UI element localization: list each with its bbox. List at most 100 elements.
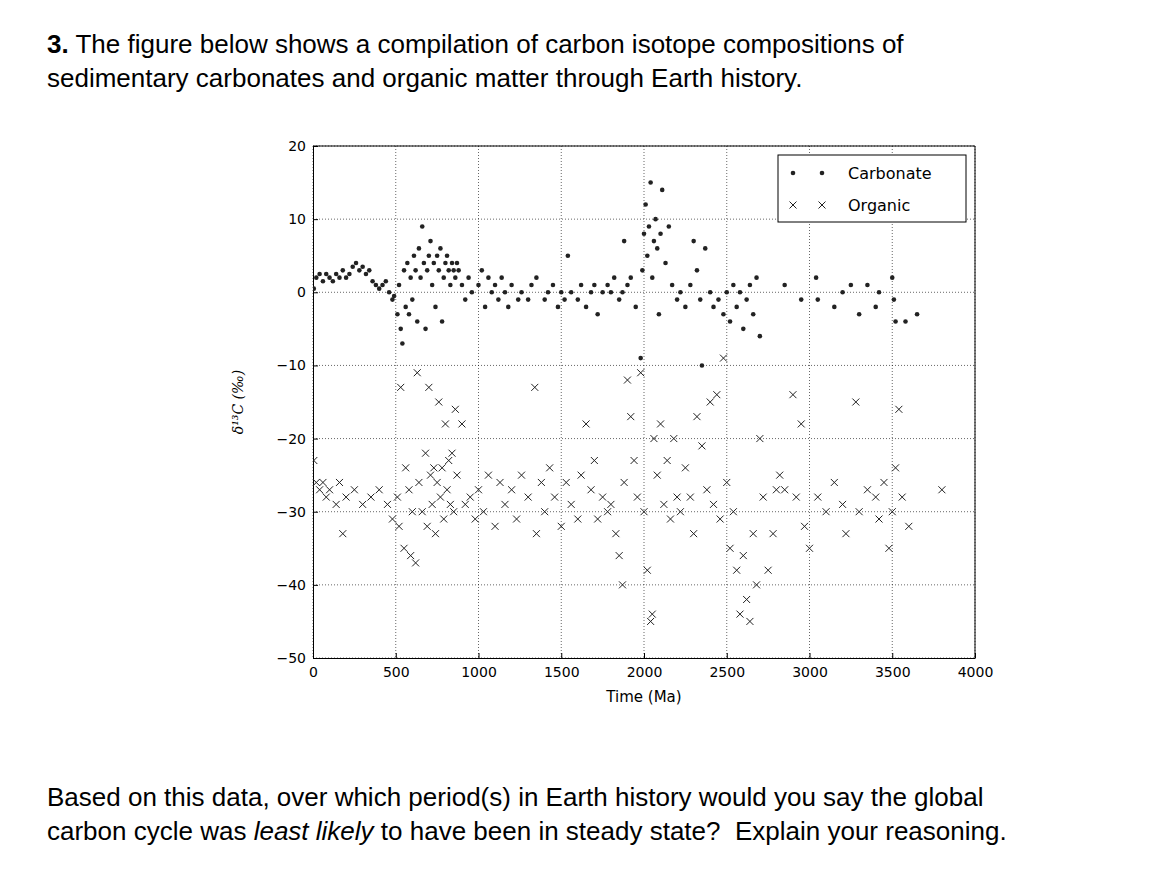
x-marker (624, 377, 631, 384)
dot-marker (407, 312, 412, 317)
x-marker (339, 530, 346, 537)
dot-marker (340, 268, 345, 273)
dot-marker (456, 268, 461, 273)
x-marker (384, 501, 391, 508)
x-marker (760, 494, 767, 501)
dot-marker (402, 268, 407, 273)
dot-marker (542, 297, 547, 302)
x-marker (693, 413, 700, 420)
grid (313, 146, 975, 658)
tick-mark (892, 653, 893, 658)
x-marker (445, 457, 452, 464)
x-marker (541, 508, 548, 515)
x-marker (551, 494, 558, 501)
x-marker (444, 486, 451, 493)
dot-marker (815, 297, 820, 302)
dot-marker (592, 283, 597, 288)
dot-marker (675, 297, 680, 302)
legend-marker (791, 171, 796, 176)
dot-marker (609, 290, 614, 295)
tick: 3500 (875, 653, 911, 680)
dot-marker (321, 279, 326, 284)
tick-label: 1000 (461, 664, 497, 680)
tick: −10 (276, 357, 318, 373)
x-marker (682, 464, 689, 471)
dot-marker (443, 261, 448, 266)
x-marker (389, 516, 396, 523)
dot-marker (625, 283, 630, 288)
x-marker (895, 406, 902, 413)
dot-marker (648, 180, 653, 185)
tick-label: 3500 (875, 664, 911, 680)
x-marker (905, 523, 912, 530)
tick-label: 4000 (958, 664, 994, 680)
x-marker (889, 508, 896, 515)
x-marker (313, 479, 320, 486)
x-marker (518, 472, 525, 479)
dot-marker (313, 286, 316, 291)
tick-label: 10 (288, 211, 306, 227)
x-marker (531, 384, 538, 391)
x-marker (462, 501, 469, 508)
x-marker (631, 457, 638, 464)
x-marker (343, 494, 350, 501)
dot-marker (700, 363, 705, 368)
legend-marker (820, 171, 825, 176)
x-marker (707, 399, 714, 406)
x-marker (578, 472, 585, 479)
x-marker (425, 384, 432, 391)
legend-marker (819, 202, 826, 209)
dot-marker (683, 305, 688, 310)
tick: 10 (288, 211, 318, 227)
dot-marker (440, 319, 445, 324)
x-marker (876, 516, 883, 523)
tick: 2500 (709, 653, 745, 680)
dot-marker (455, 261, 460, 266)
dot-marker (374, 283, 379, 288)
tick: −30 (276, 504, 318, 520)
dot-marker (840, 290, 845, 295)
dot-marker (519, 290, 524, 295)
question-line: 3. The figure below shows a compilation … (47, 29, 904, 59)
dot-marker (438, 246, 443, 251)
dot-marker (721, 312, 726, 317)
dot-marker (873, 305, 878, 310)
x-marker (405, 486, 412, 493)
dot-marker (360, 264, 365, 269)
axis-line (313, 147, 314, 659)
tick: 500 (383, 653, 410, 680)
x-marker (730, 508, 737, 515)
dot-marker (496, 297, 501, 302)
dot-marker (324, 272, 329, 277)
dot-marker (584, 305, 589, 310)
question-line: Based on this data, over which period(s)… (47, 782, 984, 812)
question-intro: 3. The figure below shows a compilation … (47, 29, 904, 93)
tick-label: −20 (276, 431, 306, 447)
tick-label: −50 (276, 650, 306, 666)
dot-marker (331, 279, 336, 284)
x-marker (525, 494, 532, 501)
dot-marker (640, 268, 645, 273)
x-marker (710, 501, 717, 508)
x-marker (793, 494, 800, 501)
x-marker (667, 516, 674, 523)
dot-marker (569, 290, 574, 295)
legend-label: Organic (848, 196, 910, 215)
tick-label: −10 (276, 357, 306, 373)
dot-marker (509, 283, 514, 288)
x-marker (885, 545, 892, 552)
tick-mark (313, 439, 318, 440)
dot-marker (367, 268, 372, 273)
x-marker (753, 581, 760, 588)
grid-line (892, 146, 893, 658)
x-marker (687, 494, 694, 501)
grid-line (313, 584, 975, 585)
tick-label: 0 (309, 664, 318, 680)
dot-marker (493, 283, 498, 288)
x-marker (319, 479, 326, 486)
dot-marker (754, 275, 759, 280)
x-marker (359, 501, 366, 508)
dot-marker (695, 268, 700, 273)
tick: −40 (276, 577, 318, 593)
dot-marker (423, 327, 428, 332)
